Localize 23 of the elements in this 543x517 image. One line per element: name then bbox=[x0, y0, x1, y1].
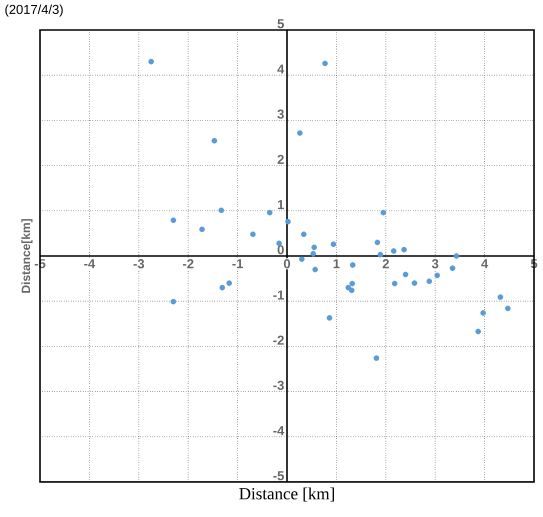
y-tick-label: -2 bbox=[273, 336, 284, 345]
y-tick-label: 1 bbox=[278, 200, 284, 210]
x-tick-label: 3 bbox=[432, 259, 438, 268]
x-tick-label: -4 bbox=[84, 259, 96, 268]
y-tick-label: 3 bbox=[277, 109, 284, 119]
chart-title: (2017/4/3) bbox=[5, 4, 63, 17]
y-tick-label: -3 bbox=[273, 380, 284, 390]
y-tick-label: -4 bbox=[273, 426, 284, 436]
x-tick-label: -3 bbox=[134, 259, 144, 268]
y-tick-label: 0 bbox=[278, 245, 284, 254]
y-axis-title: Distance[km] bbox=[21, 219, 32, 293]
x-tick-label: 2 bbox=[382, 259, 389, 268]
x-tick-label: -1 bbox=[232, 259, 244, 268]
y-tick-label: 4 bbox=[277, 64, 284, 74]
x-tick-label: 4 bbox=[481, 259, 488, 268]
x-tick-label: 1 bbox=[334, 259, 340, 268]
x-tick-label: -2 bbox=[182, 259, 194, 268]
y-tick-label: 5 bbox=[278, 19, 284, 28]
y-tick-label: -5 bbox=[273, 471, 284, 480]
x-tick-label: 0 bbox=[284, 259, 290, 268]
y-tick-label: 2 bbox=[278, 154, 284, 164]
x-axis-title: Distance [km] bbox=[239, 488, 334, 502]
y-tick-label: -1 bbox=[273, 290, 284, 300]
